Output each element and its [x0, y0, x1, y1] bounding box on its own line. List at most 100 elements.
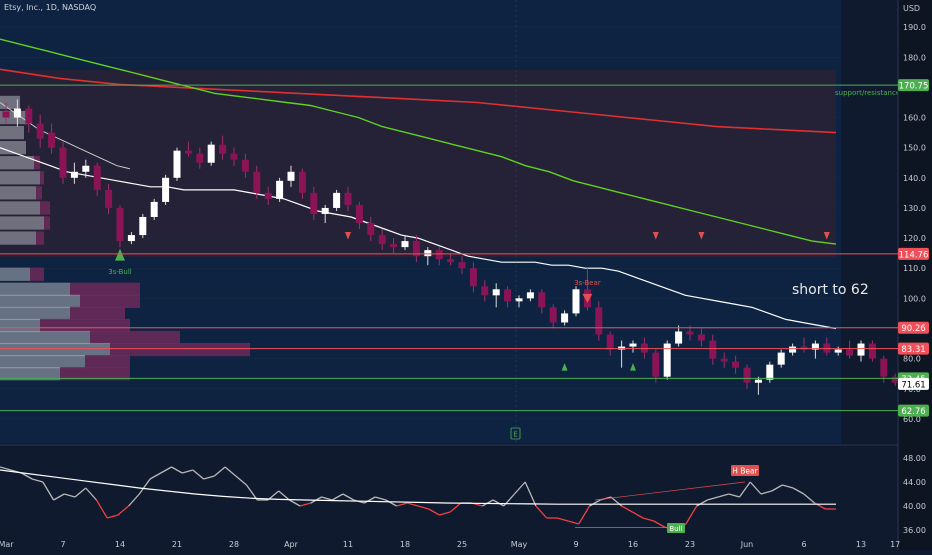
volume-profile-bar — [34, 156, 40, 170]
candle-body — [105, 189, 113, 208]
rsi-segment — [31, 478, 44, 483]
candle-body — [789, 346, 797, 353]
volume-profile-bar — [70, 306, 125, 321]
h-bear-label: H Bear — [732, 467, 758, 476]
bull-marker — [115, 248, 125, 261]
volume-profile-bar — [90, 330, 180, 345]
rsi-segment — [64, 493, 76, 498]
candle-body — [13, 108, 21, 118]
volume-profile-bar — [0, 367, 60, 381]
volume-profile-bar — [0, 318, 40, 333]
rsi-segment — [632, 511, 644, 519]
level-badge — [898, 247, 929, 260]
level-label: 90.26 — [901, 324, 925, 334]
volume-profile-bar — [0, 342, 110, 357]
candle-body — [629, 343, 637, 347]
date-tick-label: 18 — [400, 540, 410, 549]
price-tick-label: 100.0 — [903, 294, 926, 303]
rsi-segment — [149, 472, 162, 480]
rsi-segment — [513, 481, 526, 495]
rsi-segment — [160, 466, 172, 474]
candle-body — [754, 379, 762, 383]
candle-body — [663, 343, 671, 377]
candle-body — [561, 313, 569, 323]
candle-body — [287, 171, 295, 181]
volume-profile-bar — [60, 367, 130, 381]
volume-profile-bar — [0, 201, 40, 215]
date-tick-label: Mar — [0, 540, 14, 549]
rsi-segment — [535, 505, 548, 519]
candle-body — [355, 204, 363, 224]
rsi-segment — [117, 505, 130, 516]
candle-body — [800, 346, 808, 350]
candle-body — [70, 171, 78, 178]
small-bear-marker — [698, 232, 705, 240]
rsi-segment — [589, 499, 601, 507]
candle-body — [640, 343, 648, 353]
volume-profile-bar — [0, 171, 40, 185]
candle-body — [720, 358, 728, 362]
candle-body — [447, 259, 455, 263]
rsi-segment — [289, 499, 301, 507]
candle-body — [48, 132, 56, 148]
candle-body — [36, 123, 44, 139]
rsi-segment — [192, 469, 205, 480]
ma-white-line — [0, 147, 837, 330]
rsi-tick-label: 48.00 — [903, 454, 926, 463]
candle-body — [230, 153, 238, 160]
candle-body — [526, 292, 534, 299]
date-tick-label: 9 — [573, 540, 578, 549]
candle-body — [846, 349, 854, 356]
candle-body — [435, 250, 443, 260]
rsi-segment — [224, 466, 237, 477]
volume-profile-bar — [0, 156, 34, 170]
candle-body — [321, 207, 329, 214]
rsi-segment — [95, 499, 108, 519]
candle-body — [162, 177, 170, 202]
candle-body — [572, 289, 580, 314]
rsi-panel: H Bear Bull — [0, 444, 932, 533]
volume-profile-bar — [85, 355, 130, 369]
volume-profile — [0, 95, 250, 381]
volume-profile-bar — [36, 186, 42, 200]
volume-profile-bar — [36, 231, 44, 245]
bear-3s-label: 3s-Bear — [574, 279, 601, 287]
candle-body — [549, 307, 557, 323]
candle-body — [811, 343, 819, 350]
rsi-segment — [342, 493, 355, 501]
candle-body — [241, 159, 249, 172]
volume-profile-bar — [0, 282, 70, 296]
small-bear-marker — [652, 232, 659, 240]
level-label: 114.76 — [899, 250, 929, 260]
date-tick-label: 17 — [890, 540, 900, 549]
rsi-segment — [171, 466, 183, 474]
candle-body — [25, 108, 33, 124]
rsi-segment — [74, 487, 87, 498]
support-resistance-label: support/resistance — [835, 89, 900, 97]
rsi-segment — [85, 487, 97, 501]
candle-body — [732, 361, 740, 368]
candle-body — [367, 223, 375, 236]
candle-body — [606, 334, 614, 350]
bull-3s-label: 3s-Bull — [108, 268, 132, 276]
bear-marker — [582, 293, 593, 303]
rsi-segment — [439, 511, 451, 516]
candle-body — [891, 376, 899, 383]
candle-body — [469, 268, 477, 287]
date-tick-label: Jun — [740, 540, 754, 549]
level-label: 170.75 — [899, 82, 929, 92]
volume-profile-bar — [0, 186, 36, 200]
rsi-segment — [749, 481, 762, 495]
rsi-segment — [739, 481, 751, 498]
level-badge — [898, 79, 929, 92]
candle-body — [766, 364, 774, 380]
candle-body — [2, 111, 10, 118]
price-tick-label: 150.0 — [903, 144, 926, 153]
volume-profile-bar — [0, 267, 30, 281]
currency-label: USD — [903, 4, 920, 13]
date-tick-label: 14 — [115, 540, 125, 549]
candle-body — [686, 331, 694, 335]
